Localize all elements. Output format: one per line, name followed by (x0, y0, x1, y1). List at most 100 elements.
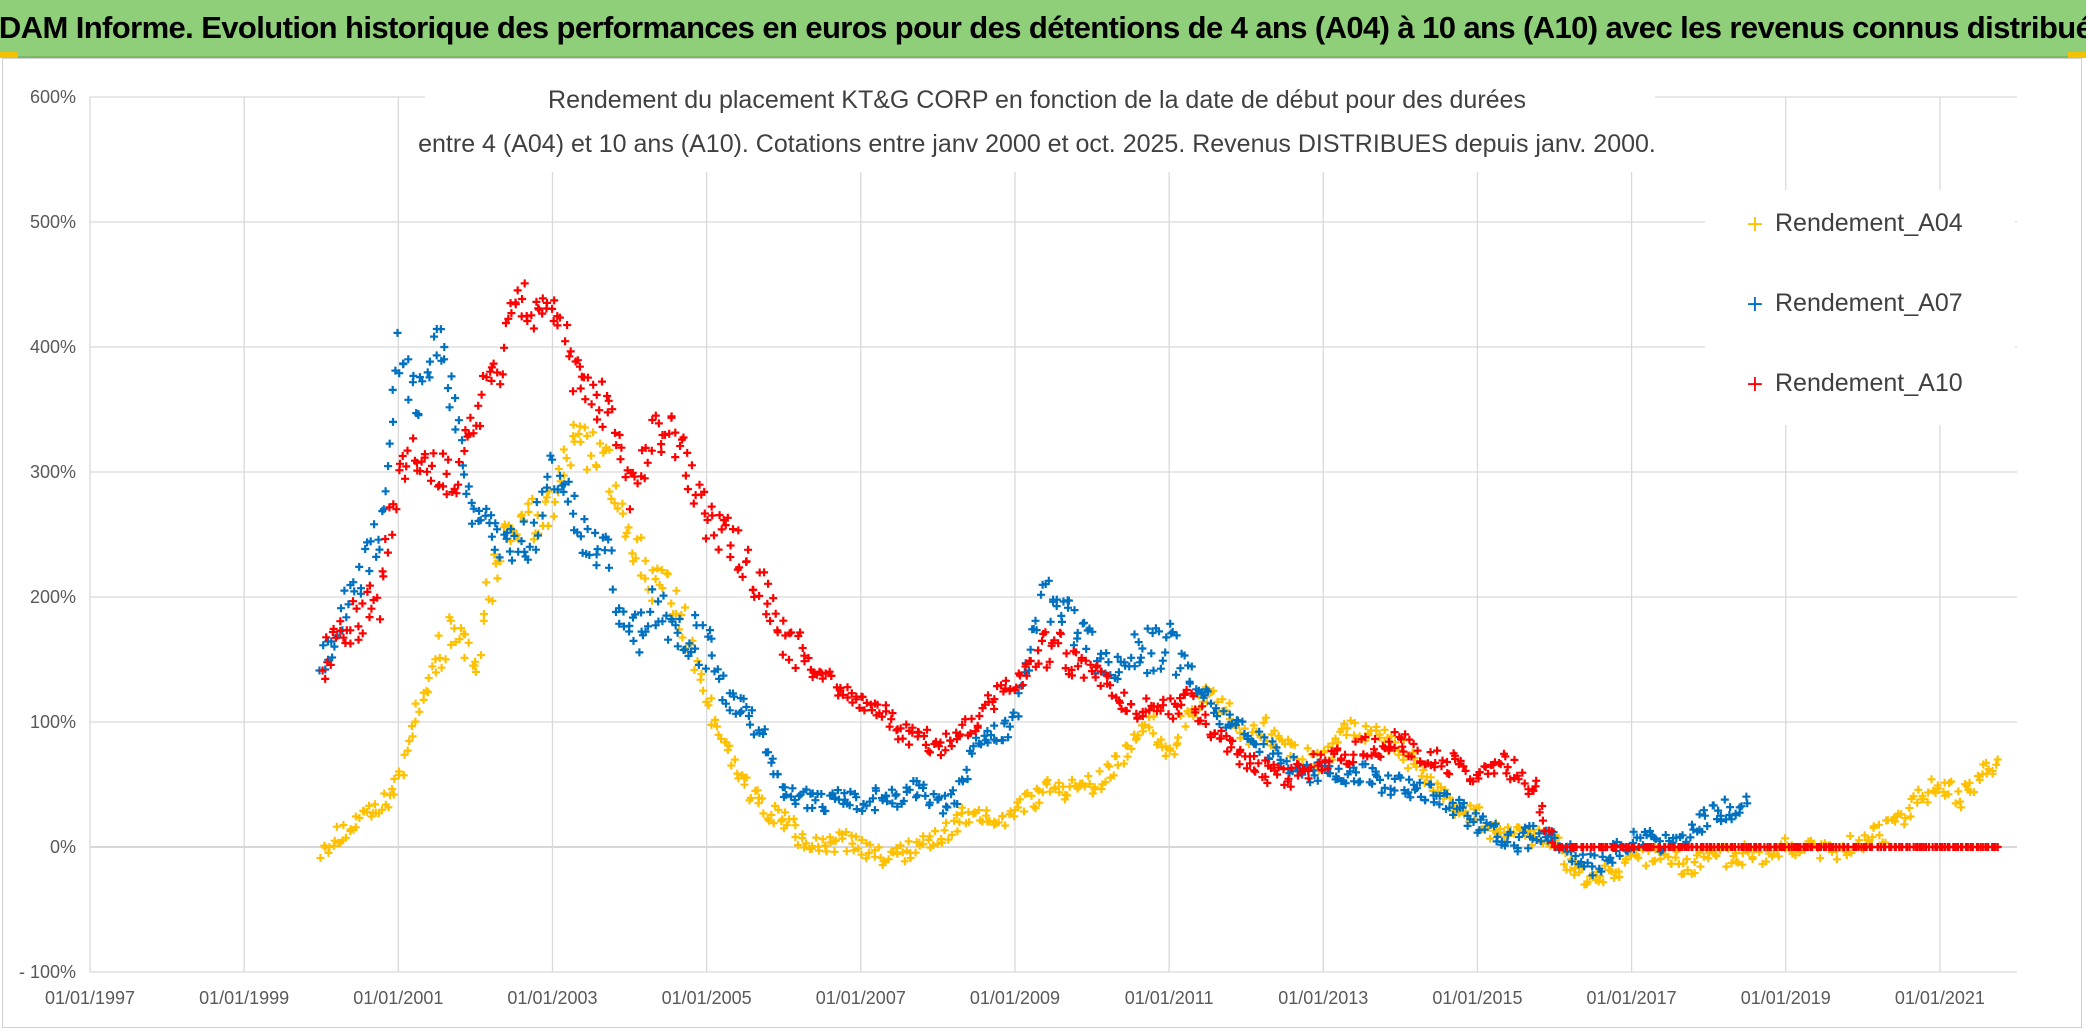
point-rendement-a04 (1954, 787, 1963, 796)
legend-label-a10: Rendement_A10 (1775, 369, 1963, 397)
point-rendement-a04 (838, 830, 846, 839)
point-rendement-a07 (1513, 844, 1522, 853)
point-rendement-a10 (1115, 698, 1124, 707)
point-rendement-a10 (611, 428, 619, 437)
point-rendement-a10 (1294, 760, 1303, 769)
point-rendement-a04 (1218, 695, 1227, 704)
point-rendement-a04 (900, 857, 909, 866)
point-rendement-a07 (759, 730, 768, 738)
legend-marker-a04: + (1746, 212, 1764, 237)
point-rendement-a10 (1386, 742, 1395, 751)
point-rendement-a10 (621, 473, 630, 482)
point-rendement-a04 (1621, 855, 1630, 864)
point-rendement-a04 (1073, 784, 1082, 793)
point-rendement-a07 (1586, 850, 1595, 859)
point-rendement-a10 (1180, 690, 1189, 699)
point-rendement-a10 (689, 499, 698, 508)
point-rendement-a07 (782, 790, 791, 799)
point-rendement-a07 (1180, 651, 1189, 660)
point-rendement-a07 (943, 803, 952, 812)
point-rendement-a04 (1923, 798, 1932, 807)
point-rendement-a07 (454, 416, 463, 425)
point-rendement-a07 (495, 553, 504, 562)
point-rendement-a04 (395, 767, 403, 776)
point-rendement-a07 (1384, 771, 1393, 780)
point-rendement-a04 (648, 566, 657, 575)
point-rendement-a07 (1615, 851, 1624, 860)
point-rendement-a04 (1566, 866, 1575, 875)
point-rendement-a10 (625, 505, 634, 514)
point-rendement-a04 (422, 686, 431, 695)
point-rendement-a07 (583, 525, 592, 533)
point-rendement-a10 (744, 545, 753, 554)
point-rendement-a04 (782, 821, 791, 830)
point-rendement-a07 (929, 790, 938, 799)
point-rendement-a10 (507, 309, 516, 318)
report-banner: ADAM Informe. Evolution historique des p… (0, 0, 2086, 58)
point-rendement-a04 (378, 805, 386, 814)
point-rendement-a07 (344, 600, 353, 609)
point-rendement-a07 (1390, 774, 1399, 783)
x-tick-label: 01/01/1999 (199, 988, 289, 1008)
point-rendement-a10 (990, 695, 999, 704)
point-rendement-a07 (1199, 693, 1208, 702)
point-rendement-a04 (1202, 698, 1211, 707)
point-rendement-a04 (672, 609, 680, 618)
point-rendement-a04 (950, 816, 959, 825)
point-rendement-a04 (1123, 752, 1132, 761)
point-rendement-a10 (529, 324, 538, 333)
point-rendement-a04 (1944, 790, 1953, 799)
point-rendement-a04 (707, 694, 716, 703)
point-rendement-a04 (898, 848, 907, 857)
point-rendement-a07 (430, 332, 439, 341)
point-rendement-a04 (583, 465, 591, 474)
point-rendement-a07 (701, 664, 710, 673)
point-rendement-a04 (958, 803, 966, 812)
point-rendement-a04 (1034, 786, 1043, 795)
point-rendement-a04 (781, 808, 789, 817)
point-rendement-a10 (735, 563, 744, 572)
point-rendement-a10 (486, 367, 495, 376)
point-rendement-a10 (593, 415, 602, 424)
chart-title-line-1: Rendement du placement KT&G CORP en fonc… (548, 86, 1526, 114)
point-rendement-a10 (1529, 786, 1538, 795)
point-rendement-a07 (548, 455, 557, 464)
point-rendement-a07 (1698, 827, 1706, 836)
x-tick-label: 01/01/2013 (1278, 988, 1368, 1008)
point-rendement-a04 (437, 663, 446, 672)
point-rendement-a04 (388, 785, 397, 794)
point-rendement-a04 (1934, 784, 1943, 793)
point-rendement-a10 (683, 485, 692, 494)
point-rendement-a07 (858, 806, 867, 815)
point-rendement-a10 (358, 599, 367, 608)
point-rendement-a04 (1170, 750, 1179, 759)
point-rendement-a07 (1166, 619, 1175, 628)
point-rendement-a10 (1390, 728, 1399, 737)
point-rendement-a07 (629, 636, 638, 645)
point-rendement-a10 (1459, 762, 1468, 771)
point-rendement-a10 (1401, 730, 1410, 739)
point-rendement-a10 (1191, 705, 1200, 714)
point-rendement-a10 (500, 343, 509, 352)
point-rendement-a04 (461, 630, 470, 639)
point-rendement-a04 (1947, 777, 1956, 786)
point-rendement-a04 (1560, 860, 1569, 869)
point-rendement-a04 (1712, 852, 1721, 860)
point-rendement-a07 (1187, 662, 1196, 671)
point-rendement-a04 (637, 533, 646, 542)
point-rendement-a04 (758, 794, 767, 803)
point-rendement-a10 (902, 720, 911, 729)
point-rendement-a07 (381, 487, 390, 496)
point-rendement-a04 (587, 451, 596, 460)
point-rendement-a07 (1726, 803, 1735, 812)
point-rendement-a10 (1317, 766, 1326, 775)
point-rendement-a10 (354, 635, 363, 644)
point-rendement-a10 (1263, 779, 1272, 787)
point-rendement-a07 (635, 648, 644, 657)
point-rendement-a10 (647, 446, 656, 455)
x-tick-label: 01/01/2007 (816, 988, 906, 1008)
point-rendement-a07 (1583, 858, 1592, 867)
point-rendement-a04 (955, 818, 964, 827)
point-rendement-a04 (866, 840, 875, 849)
point-rendement-a10 (898, 734, 907, 743)
